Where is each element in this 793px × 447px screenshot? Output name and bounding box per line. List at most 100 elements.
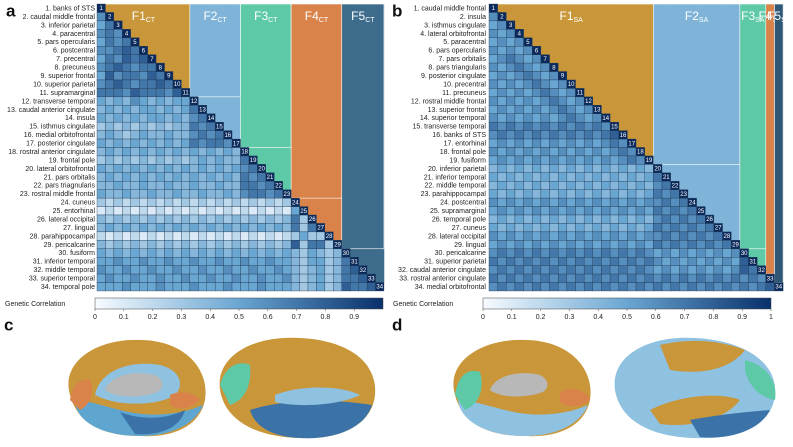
heatmap-cell (96, 130, 106, 140)
heatmap-cell (532, 79, 542, 89)
heatmap-cell (488, 88, 498, 98)
heatmap-cell (231, 147, 241, 157)
heatmap-cell (122, 223, 131, 233)
heatmap-cell (147, 248, 157, 258)
heatmap-cell (164, 282, 174, 292)
heatmap-cell (558, 181, 568, 190)
heatmap-cell (558, 96, 568, 106)
diagonal-label: 2 (500, 15, 504, 21)
heatmap-cell (316, 273, 326, 283)
heatmap-cell (265, 223, 275, 233)
heatmap-cell (240, 189, 250, 199)
region-label: 22. middle temporal (425, 183, 487, 190)
heatmap-cell (627, 181, 637, 190)
heatmap-cell (248, 206, 258, 216)
heatmap-cell (679, 265, 689, 275)
factor-band (696, 4, 706, 207)
factor-band (147, 4, 157, 55)
heatmap-cell (506, 265, 516, 275)
heatmap-cell (558, 189, 568, 199)
heatmap-cell (231, 164, 241, 173)
heatmap-cell (488, 265, 498, 275)
heatmap-cell (130, 282, 140, 292)
heatmap-cell (739, 265, 749, 275)
diagonal-label: 10 (568, 82, 575, 88)
heatmap-cell (181, 130, 191, 140)
heatmap-cell (299, 248, 309, 258)
heatmap-cell (240, 197, 250, 207)
heatmap-cell (181, 189, 191, 199)
heatmap-cell (299, 231, 309, 241)
heatmap-cell (514, 189, 524, 199)
heatmap-cell (583, 155, 593, 165)
heatmap-cell (231, 257, 241, 266)
heatmap-cell (214, 189, 224, 199)
heatmap-cell (122, 181, 131, 190)
factor-band (122, 4, 132, 30)
heatmap-cell (113, 181, 123, 190)
heatmap-cell (206, 248, 216, 258)
heatmap-cell (566, 96, 576, 106)
heatmap-cell (488, 197, 498, 207)
factor-band (341, 4, 351, 250)
heatmap-cell (105, 257, 115, 266)
heatmap-cell (592, 172, 602, 182)
heatmap-cell (488, 20, 498, 30)
heatmap-cell (240, 223, 250, 233)
heatmap-cell (549, 105, 559, 114)
heatmap-cell (96, 181, 106, 190)
heatmap-cell (696, 248, 706, 258)
heatmap-cell (96, 248, 106, 258)
heatmap-cell (274, 282, 283, 292)
heatmap-cell (497, 231, 507, 241)
heatmap-cell (627, 155, 637, 165)
heatmap-cell (130, 96, 140, 106)
region-label: 4. lateral orbitofrontal (420, 31, 486, 38)
heatmap-cell (609, 206, 619, 216)
heatmap-cell (274, 206, 283, 216)
heatmap-cell (172, 223, 182, 233)
heatmap-cell (644, 181, 654, 190)
heatmap-cell (532, 206, 542, 216)
heatmap-cell (316, 257, 326, 266)
region-label: 27. lingual (63, 225, 95, 232)
heatmap-cell (497, 130, 507, 140)
heatmap-cell (583, 113, 593, 123)
heatmap-cell (670, 206, 680, 216)
heatmap-cell (514, 130, 524, 140)
heatmap-cell (618, 206, 628, 216)
heatmap-cell (189, 155, 199, 165)
heatmap-cell (299, 240, 309, 249)
heatmap-cell (240, 206, 250, 216)
heatmap-cell (601, 147, 611, 157)
factor-band (139, 4, 148, 47)
diagonal-cell (592, 105, 602, 114)
colorbar (482, 297, 772, 310)
factor-band (679, 4, 689, 190)
heatmap-cell (609, 273, 619, 283)
heatmap-cell (113, 172, 123, 182)
region-label: 34. medial orbitofrontal (415, 284, 487, 291)
heatmap-cell (687, 231, 697, 241)
heatmap-cell (566, 257, 576, 266)
heatmap-cell (756, 273, 766, 283)
heatmap-cell (488, 37, 498, 47)
heatmap-cell (592, 155, 602, 165)
heatmap-cell (155, 164, 165, 173)
heatmap-cell (558, 257, 568, 266)
heatmap-cell (257, 257, 266, 266)
heatmap-cell (198, 113, 207, 123)
region-label: 28. parahippocampal (30, 233, 96, 240)
region-label: 19. frontal pole (49, 157, 95, 164)
heatmap-cell (223, 231, 233, 241)
heatmap-cell (164, 206, 174, 216)
heatmap-cell (122, 231, 131, 241)
heatmap-cell (549, 181, 559, 190)
heatmap-cell (653, 214, 663, 224)
heatmap-cell (231, 273, 241, 283)
heatmap-cell (265, 206, 275, 216)
heatmap-cell (532, 172, 542, 182)
diagonal-cell (523, 37, 533, 47)
heatmap-cell (105, 214, 115, 224)
heatmap-cell (214, 172, 224, 182)
